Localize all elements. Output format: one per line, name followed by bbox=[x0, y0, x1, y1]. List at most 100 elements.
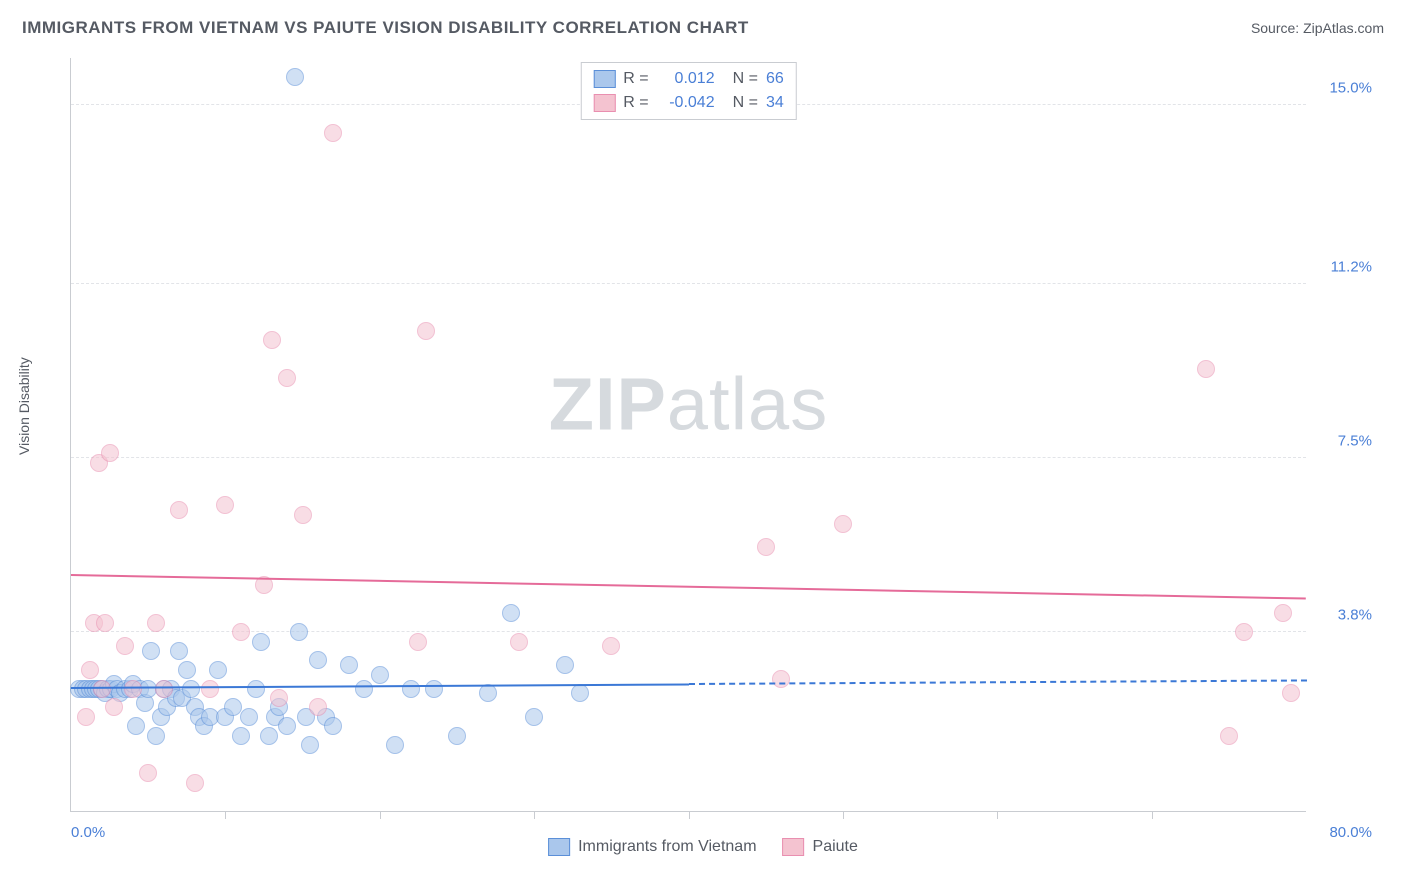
legend-item: Immigrants from Vietnam bbox=[548, 838, 756, 856]
data-point bbox=[340, 656, 358, 674]
watermark-light: atlas bbox=[667, 363, 828, 446]
data-point bbox=[81, 661, 99, 679]
data-point bbox=[247, 680, 265, 698]
data-point bbox=[371, 666, 389, 684]
r-value: -0.042 bbox=[657, 91, 715, 115]
watermark: ZIPatlas bbox=[549, 362, 828, 447]
data-point bbox=[1197, 360, 1215, 378]
data-point bbox=[1235, 623, 1253, 641]
data-point bbox=[240, 708, 258, 726]
watermark-bold: ZIP bbox=[549, 363, 667, 446]
data-point bbox=[324, 124, 342, 142]
x-tick bbox=[997, 811, 998, 819]
x-tick-label: 80.0% bbox=[1329, 824, 1372, 841]
data-point bbox=[155, 680, 173, 698]
data-point bbox=[252, 633, 270, 651]
r-label: R = bbox=[623, 91, 648, 115]
data-point bbox=[139, 764, 157, 782]
series-name: Immigrants from Vietnam bbox=[578, 838, 756, 856]
n-value: 66 bbox=[766, 67, 784, 91]
data-point bbox=[425, 680, 443, 698]
x-tick-label: 0.0% bbox=[71, 824, 105, 841]
data-point bbox=[127, 717, 145, 735]
legend-swatch bbox=[783, 838, 805, 856]
gridline bbox=[71, 631, 1306, 632]
x-tick bbox=[380, 811, 381, 819]
data-point bbox=[232, 623, 250, 641]
x-tick bbox=[843, 811, 844, 819]
data-point bbox=[772, 670, 790, 688]
data-point bbox=[324, 717, 342, 735]
data-point bbox=[170, 501, 188, 519]
data-point bbox=[571, 684, 589, 702]
data-point bbox=[101, 444, 119, 462]
chart-container: Vision Disability ZIPatlas R =0.012N =66… bbox=[20, 48, 1386, 862]
legend-swatch bbox=[548, 838, 570, 856]
data-point bbox=[448, 727, 466, 745]
gridline bbox=[71, 457, 1306, 458]
data-point bbox=[290, 623, 308, 641]
data-point bbox=[402, 680, 420, 698]
data-point bbox=[556, 656, 574, 674]
data-point bbox=[96, 614, 114, 632]
data-point bbox=[142, 642, 160, 660]
source-prefix: Source: bbox=[1251, 20, 1303, 36]
y-tick-label: 15.0% bbox=[1329, 80, 1372, 97]
data-point bbox=[270, 689, 288, 707]
data-point bbox=[182, 680, 200, 698]
x-tick bbox=[1152, 811, 1153, 819]
legend-swatch bbox=[593, 94, 615, 112]
data-point bbox=[1274, 604, 1292, 622]
data-point bbox=[757, 538, 775, 556]
legend-row: R = -0.042 N = 34 bbox=[593, 91, 783, 115]
chart-title: IMMIGRANTS FROM VIETNAM VS PAIUTE VISION… bbox=[22, 18, 749, 38]
data-point bbox=[278, 717, 296, 735]
data-point bbox=[178, 661, 196, 679]
source-attribution: Source: ZipAtlas.com bbox=[1251, 20, 1384, 36]
data-point bbox=[170, 642, 188, 660]
legend-row: R = 0.012 N = 66 bbox=[593, 67, 783, 91]
data-point bbox=[201, 680, 219, 698]
data-point bbox=[479, 684, 497, 702]
data-point bbox=[216, 496, 234, 514]
data-point bbox=[510, 633, 528, 651]
data-point bbox=[502, 604, 520, 622]
source-link[interactable]: ZipAtlas.com bbox=[1303, 20, 1384, 36]
data-point bbox=[1282, 684, 1300, 702]
y-tick-label: 11.2% bbox=[1331, 258, 1372, 275]
data-point bbox=[278, 369, 296, 387]
y-tick-label: 7.5% bbox=[1338, 433, 1372, 450]
data-point bbox=[116, 637, 134, 655]
data-point bbox=[309, 651, 327, 669]
data-point bbox=[186, 774, 204, 792]
data-point bbox=[209, 661, 227, 679]
y-axis-label: Vision Disability bbox=[16, 357, 32, 455]
data-point bbox=[301, 736, 319, 754]
x-tick bbox=[689, 811, 690, 819]
n-label: N = bbox=[733, 67, 758, 91]
data-point bbox=[147, 727, 165, 745]
data-point bbox=[309, 698, 327, 716]
data-point bbox=[105, 698, 123, 716]
r-value: 0.012 bbox=[657, 67, 715, 91]
y-tick-label: 3.8% bbox=[1338, 607, 1372, 624]
data-point bbox=[232, 727, 250, 745]
n-label: N = bbox=[733, 91, 758, 115]
data-point bbox=[409, 633, 427, 651]
data-point bbox=[602, 637, 620, 655]
plot-area: ZIPatlas R =0.012N =66R =-0.042N =34 3.8… bbox=[70, 58, 1306, 812]
r-label: R = bbox=[623, 67, 648, 91]
data-point bbox=[355, 680, 373, 698]
data-point bbox=[147, 614, 165, 632]
data-point bbox=[417, 322, 435, 340]
data-point bbox=[77, 708, 95, 726]
data-point bbox=[260, 727, 278, 745]
series-legend: Immigrants from VietnamPaiute bbox=[548, 838, 858, 856]
data-point bbox=[1220, 727, 1238, 745]
data-point bbox=[263, 331, 281, 349]
data-point bbox=[525, 708, 543, 726]
data-point bbox=[286, 68, 304, 86]
gridline bbox=[71, 283, 1306, 284]
n-value: 34 bbox=[766, 91, 784, 115]
x-tick bbox=[225, 811, 226, 819]
